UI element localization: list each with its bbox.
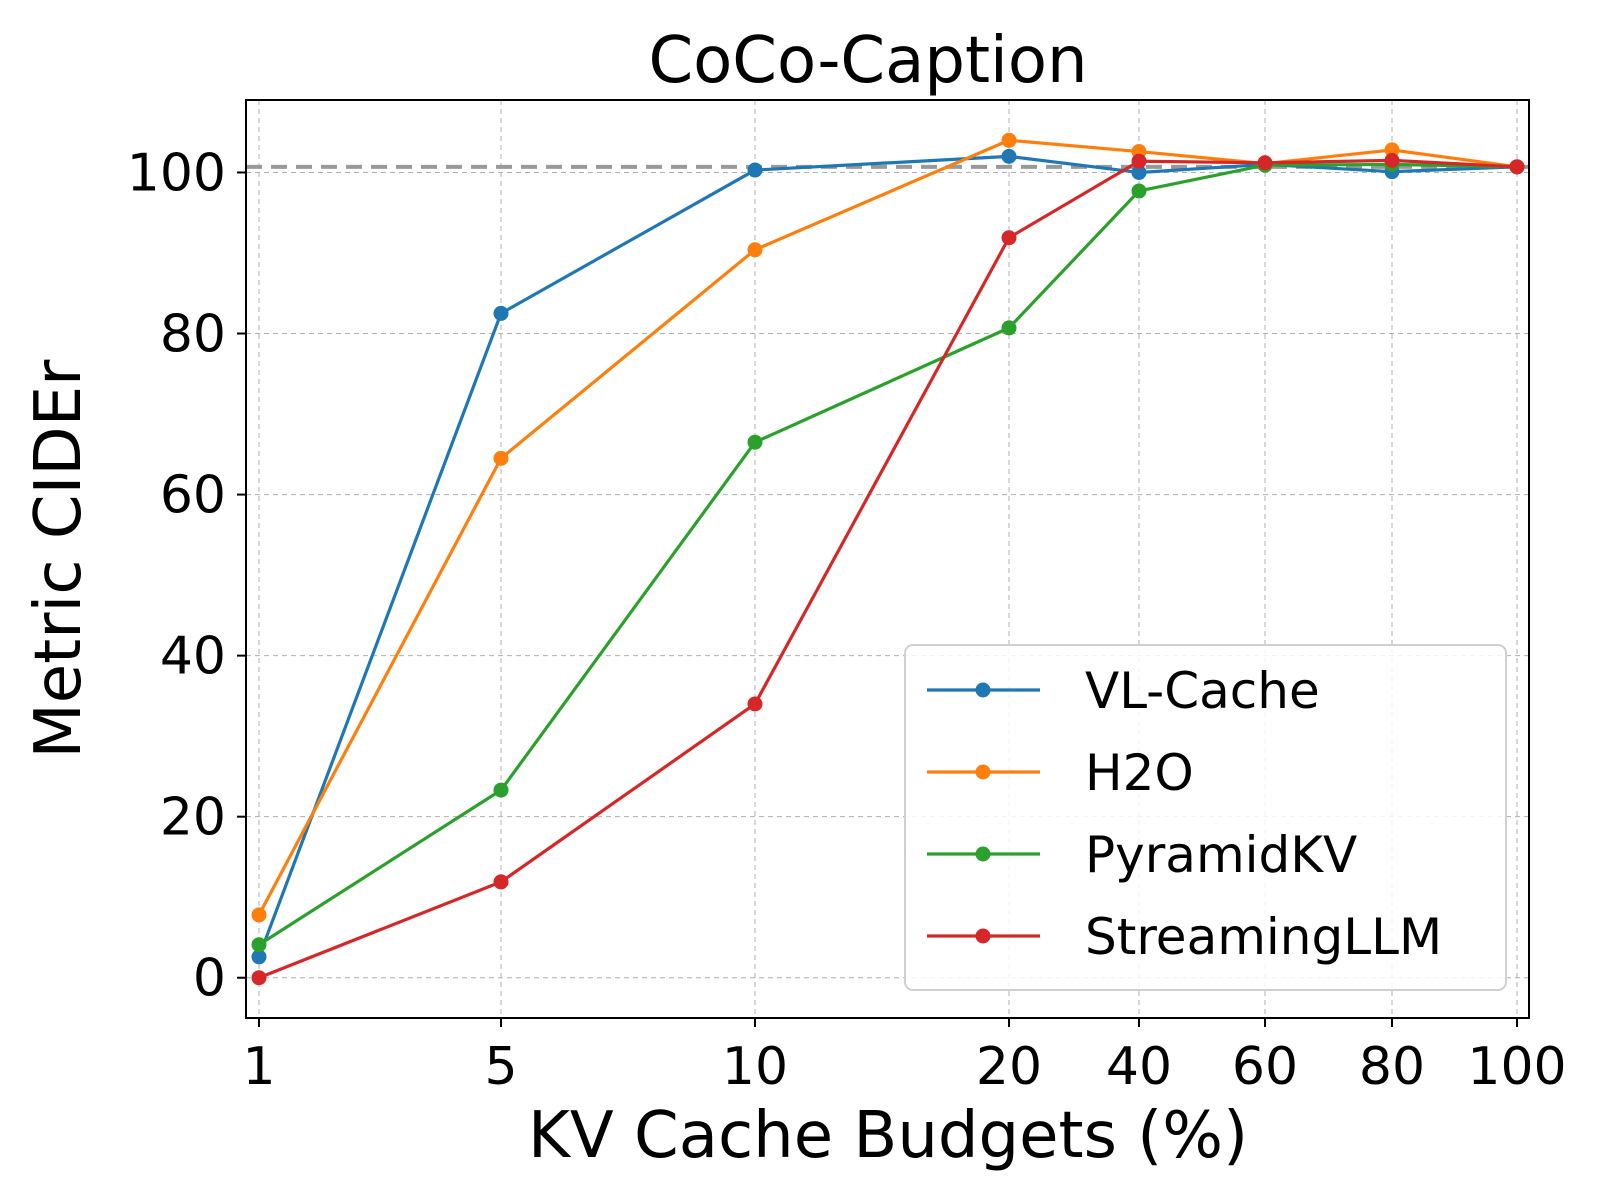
data-point-streamingllm-100 [1509,159,1525,175]
data-point-streamingllm-80 [1384,152,1400,168]
legend-label-vl-cache: VL-Cache [1085,662,1320,720]
data-point-h2o-1 [251,907,267,923]
y-tick-label-60: 60 [160,466,226,526]
data-point-h2o-10 [747,242,763,258]
series-group [251,132,1525,986]
x-tick-label-1: 1 [242,1037,275,1097]
data-point-vl-cache-1 [251,949,267,965]
legend-marker-pyramidkv [975,846,991,862]
data-point-vl-cache-5 [493,305,509,321]
y-tick-label-0: 0 [193,949,226,1009]
legend-box [904,644,1507,991]
x-tick-label-5: 5 [484,1037,517,1097]
legend-label-pyramidkv: PyramidKV [1085,826,1357,884]
series-line-vl-cache [257,154,1518,958]
legend: VL-Cache H2O PyramidKV StreamingLLM [904,644,1507,991]
data-point-pyramidkv-10 [747,434,763,450]
x-tick-label-40: 40 [1106,1037,1172,1097]
y-tick-label-20: 20 [160,788,226,848]
x-axis-label: KV Cache Budgets (%) [528,1099,1248,1173]
data-point-streamingllm-40 [1131,153,1147,169]
data-point-streamingllm-20 [1001,230,1017,246]
data-point-h2o-5 [493,450,509,466]
data-point-pyramidkv-5 [493,782,509,798]
data-point-pyramidkv-40 [1131,183,1147,199]
series-line-pyramidkv [258,162,1518,947]
legend-label-h2o: H2O [1085,744,1194,802]
legend-marker-streamingllm [975,928,991,944]
data-point-streamingllm-5 [493,874,509,890]
x-axis-ticks: 1 5 10 20 40 60 80 100 [242,1018,1567,1097]
x-tick-label-60: 60 [1232,1037,1298,1097]
y-axis-ticks: 0 20 40 60 80 100 [127,143,246,1009]
data-point-vl-cache-10 [747,162,763,178]
data-point-h2o-20 [1001,132,1017,148]
data-point-streamingllm-10 [747,696,763,712]
series-line-streamingllm [258,158,1518,980]
data-point-streamingllm-60 [1257,155,1273,171]
x-tick-label-100: 100 [1467,1037,1566,1097]
x-tick-label-20: 20 [976,1037,1042,1097]
y-tick-label-40: 40 [160,627,226,687]
x-tick-label-80: 80 [1359,1037,1425,1097]
legend-marker-h2o [975,764,991,780]
y-tick-label-100: 100 [127,143,226,203]
data-point-pyramidkv-1 [251,937,267,953]
data-point-pyramidkv-20 [1001,320,1017,336]
legend-label-streamingllm: StreamingLLM [1085,908,1442,966]
data-point-streamingllm-1 [251,970,267,986]
data-point-vl-cache-20 [1001,148,1017,164]
data-point-vl-cache-40 [1131,164,1147,180]
plot-area-frame [245,99,1530,1019]
y-axis-label: Metric CIDEr [22,359,96,759]
x-tick-label-10: 10 [722,1037,788,1097]
series-line-h2o [257,138,1518,916]
chart-title: CoCo-Caption [648,24,1087,98]
y-tick-label-80: 80 [160,305,226,365]
legend-marker-vl-cache [975,682,991,698]
data-point-h2o-80 [1384,142,1400,158]
